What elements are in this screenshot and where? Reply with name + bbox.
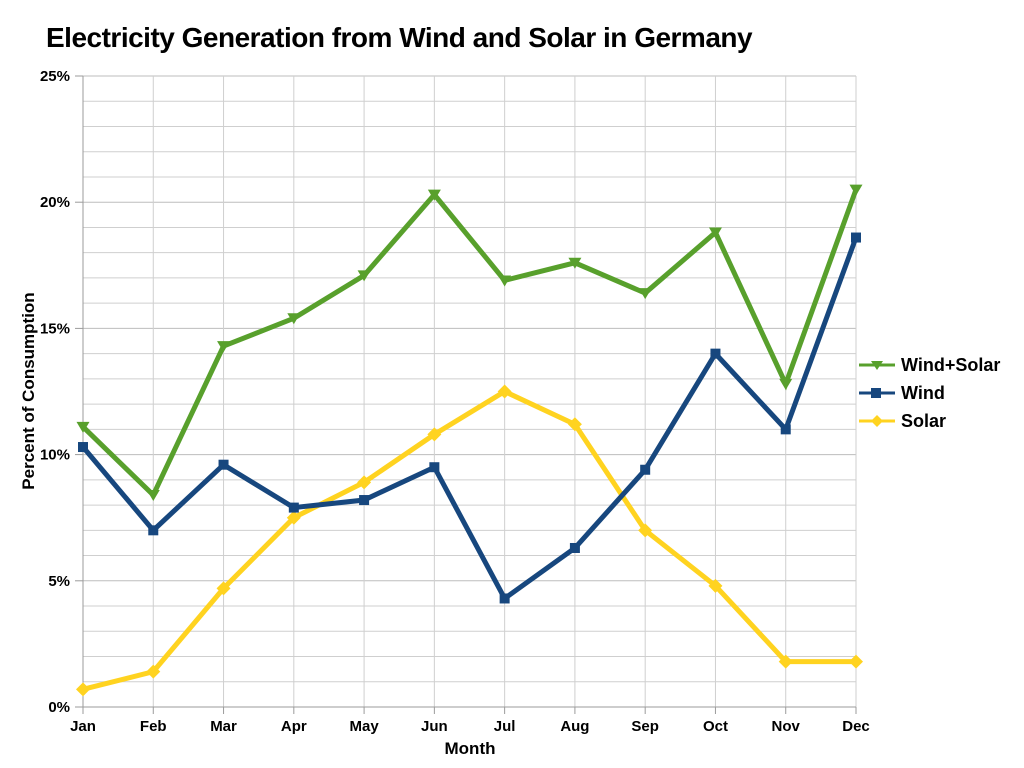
legend-solar-marker-icon — [871, 415, 883, 427]
series-solar-marker — [427, 427, 442, 442]
x-tick-label: Oct — [703, 718, 728, 735]
legend-wind-marker-icon — [871, 388, 881, 398]
chart-title: Electricity Generation from Wind and Sol… — [46, 22, 753, 53]
series-solar-marker — [638, 523, 653, 538]
y-tick-label: 5% — [48, 573, 70, 590]
series-line-solar — [82, 388, 856, 692]
series-wind-marker — [569, 542, 580, 553]
series-wind-marker — [640, 464, 651, 475]
series-solar-marker — [286, 510, 301, 525]
y-tick-label: 20% — [40, 194, 70, 211]
x-tick-label: Sep — [631, 718, 659, 735]
series-wind-marker — [429, 462, 440, 473]
series-line-wind-solar — [81, 188, 859, 500]
x-tick-label: Dec — [842, 718, 870, 735]
legend-solar-label: Solar — [901, 410, 947, 431]
series-wind-solar-marker — [638, 288, 652, 300]
series-wind-solar-marker — [708, 227, 722, 239]
y-tick-label: 10% — [40, 447, 70, 464]
series-wind-marker — [851, 232, 861, 243]
y-tick-label: 15% — [40, 320, 70, 337]
series-solar-marker — [567, 417, 582, 432]
y-tick-label: 0% — [48, 699, 70, 716]
legend: Wind+Solar Wind Solar — [858, 351, 1000, 435]
legend-item-wind-solar: Wind+Solar — [858, 351, 1000, 379]
legend-item-wind: Wind — [858, 379, 1000, 407]
series-solar-marker — [357, 475, 372, 490]
legend-wind-label: Wind — [901, 382, 945, 403]
series-wind-marker — [780, 424, 791, 435]
x-axis-title: Month — [444, 739, 496, 758]
series-line-wind — [81, 236, 859, 603]
x-tick-label: Jun — [421, 718, 448, 735]
x-tick-label: Jan — [70, 718, 96, 735]
series-wind-solar-marker — [498, 275, 512, 287]
legend-wind-solar-marker-icon — [871, 361, 883, 370]
series-wind-marker — [218, 459, 229, 470]
x-tick-label: Apr — [281, 718, 307, 735]
series-solar-marker — [778, 654, 793, 669]
series-solar-marker — [146, 664, 161, 679]
series-wind-marker — [78, 442, 88, 453]
legend-wind-swatch — [859, 388, 895, 398]
series-solar-marker — [497, 384, 512, 399]
legend-wind-solar-label: Wind+Solar — [901, 354, 1001, 375]
series-solar-marker — [76, 682, 90, 697]
series-wind-solar-marker — [568, 257, 582, 269]
series-wind-solar-marker — [779, 378, 793, 390]
series-wind-marker — [710, 348, 721, 359]
series-wind-marker — [359, 495, 370, 506]
series-wind-solar-marker — [427, 189, 441, 201]
legend-item-solar: Solar — [858, 407, 1000, 435]
series-solar-marker — [216, 581, 231, 596]
x-tick-label: Nov — [772, 718, 801, 735]
series-wind-solar-marker — [146, 489, 160, 501]
series-wind-marker — [288, 502, 299, 513]
series-wind-solar-marker — [217, 341, 231, 353]
y-tick-label: 25% — [40, 68, 70, 85]
series-wind-solar-marker — [76, 421, 90, 433]
legend-solar-swatch — [859, 415, 895, 427]
x-tick-label: May — [349, 718, 379, 735]
series-wind-marker — [148, 525, 159, 536]
x-tick-label: Jul — [494, 718, 516, 735]
series-wind-solar-marker — [357, 270, 371, 282]
legend-wind-solar-swatch — [859, 361, 895, 370]
x-tick-label: Mar — [210, 718, 237, 735]
series-wind-solar-marker — [849, 184, 863, 196]
series-solar-marker — [849, 654, 863, 669]
x-tick-label: Feb — [140, 718, 167, 735]
series-solar-marker — [708, 578, 723, 593]
x-tick-label: Aug — [560, 718, 589, 735]
series-wind-solar-marker — [287, 313, 301, 325]
series-wind-marker — [499, 593, 510, 604]
